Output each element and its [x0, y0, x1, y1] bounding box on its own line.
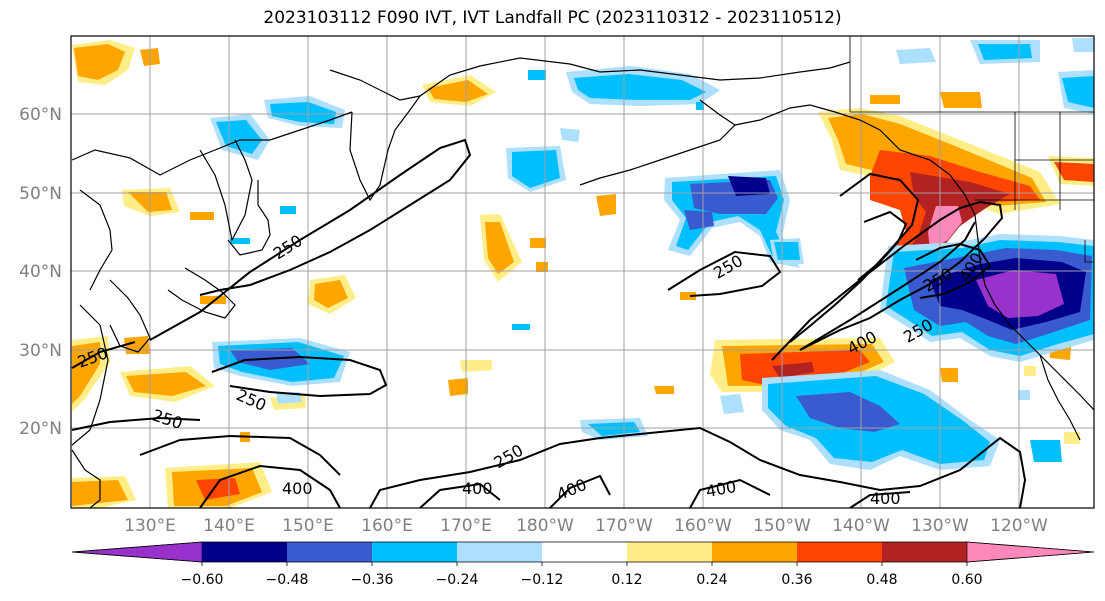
colorbar-segment [882, 542, 967, 562]
lon-label: 170°E [440, 516, 492, 536]
colorbar-tick-label: −0.12 [521, 572, 564, 588]
colorbar-segment [71, 541, 203, 563]
colorbar-tick-label: −0.36 [351, 572, 394, 588]
lat-label: 60°N [19, 105, 62, 125]
map-title: 2023103112 F090 IVT, IVT Landfall PC (20… [263, 8, 842, 28]
lon-label: 130°E [124, 516, 176, 536]
colorbar: −0.60 −0.48 −0.36 −0.24 −0.12 0.12 0.24 … [71, 541, 1095, 588]
lon-label: 180°W [516, 516, 574, 536]
contour-label: 400 [870, 489, 901, 508]
colorbar-segment [457, 542, 542, 562]
colorbar-tick-label: −0.48 [266, 572, 309, 588]
lon-label: 150°W [753, 516, 811, 536]
colorbar-segment [202, 542, 287, 562]
lon-label: 140°W [832, 516, 890, 536]
colorbar-tick-label: 0.48 [866, 572, 897, 588]
lat-label: 50°N [19, 184, 62, 204]
lon-label: 170°W [595, 516, 653, 536]
colorbar-segment [287, 542, 372, 562]
colorbar-segment [966, 541, 1095, 563]
colorbar-tick-label: 0.24 [696, 572, 727, 588]
lon-label: 160°E [361, 516, 413, 536]
map-frame [70, 35, 1095, 509]
lat-label: 30°N [19, 341, 62, 361]
lat-label: 40°N [19, 262, 62, 282]
ivt-contours [71, 138, 1027, 508]
colorbar-tick-label: −0.60 [181, 572, 224, 588]
colorbar-tick-label: 0.12 [611, 572, 642, 588]
colorbar-segment [542, 542, 627, 562]
lon-label: 130°W [911, 516, 969, 536]
lon-label: 140°E [203, 516, 255, 536]
borders [849, 36, 1094, 263]
colorbar-segment [627, 542, 712, 562]
contour-label: 400 [282, 479, 313, 498]
colorbar-tick-label: 0.36 [781, 572, 812, 588]
lon-label: 120°W [990, 516, 1048, 536]
colorbar-segment [712, 542, 797, 562]
latitude-labels: 60°N 50°N 40°N 30°N 20°N [19, 105, 62, 439]
lon-label: 150°E [282, 516, 334, 536]
colorbar-segment [372, 542, 457, 562]
colorbar-tick-label: −0.24 [436, 572, 479, 588]
lon-label: 160°W [674, 516, 732, 536]
longitude-labels: 130°E 140°E 150°E 160°E 170°E 180°W 170°… [124, 516, 1048, 536]
lat-label: 20°N [19, 419, 62, 439]
colorbar-tick-label: 0.60 [951, 572, 982, 588]
contour-label: 400 [462, 479, 493, 498]
colorbar-segment [797, 542, 882, 562]
gridlines [71, 36, 1094, 508]
